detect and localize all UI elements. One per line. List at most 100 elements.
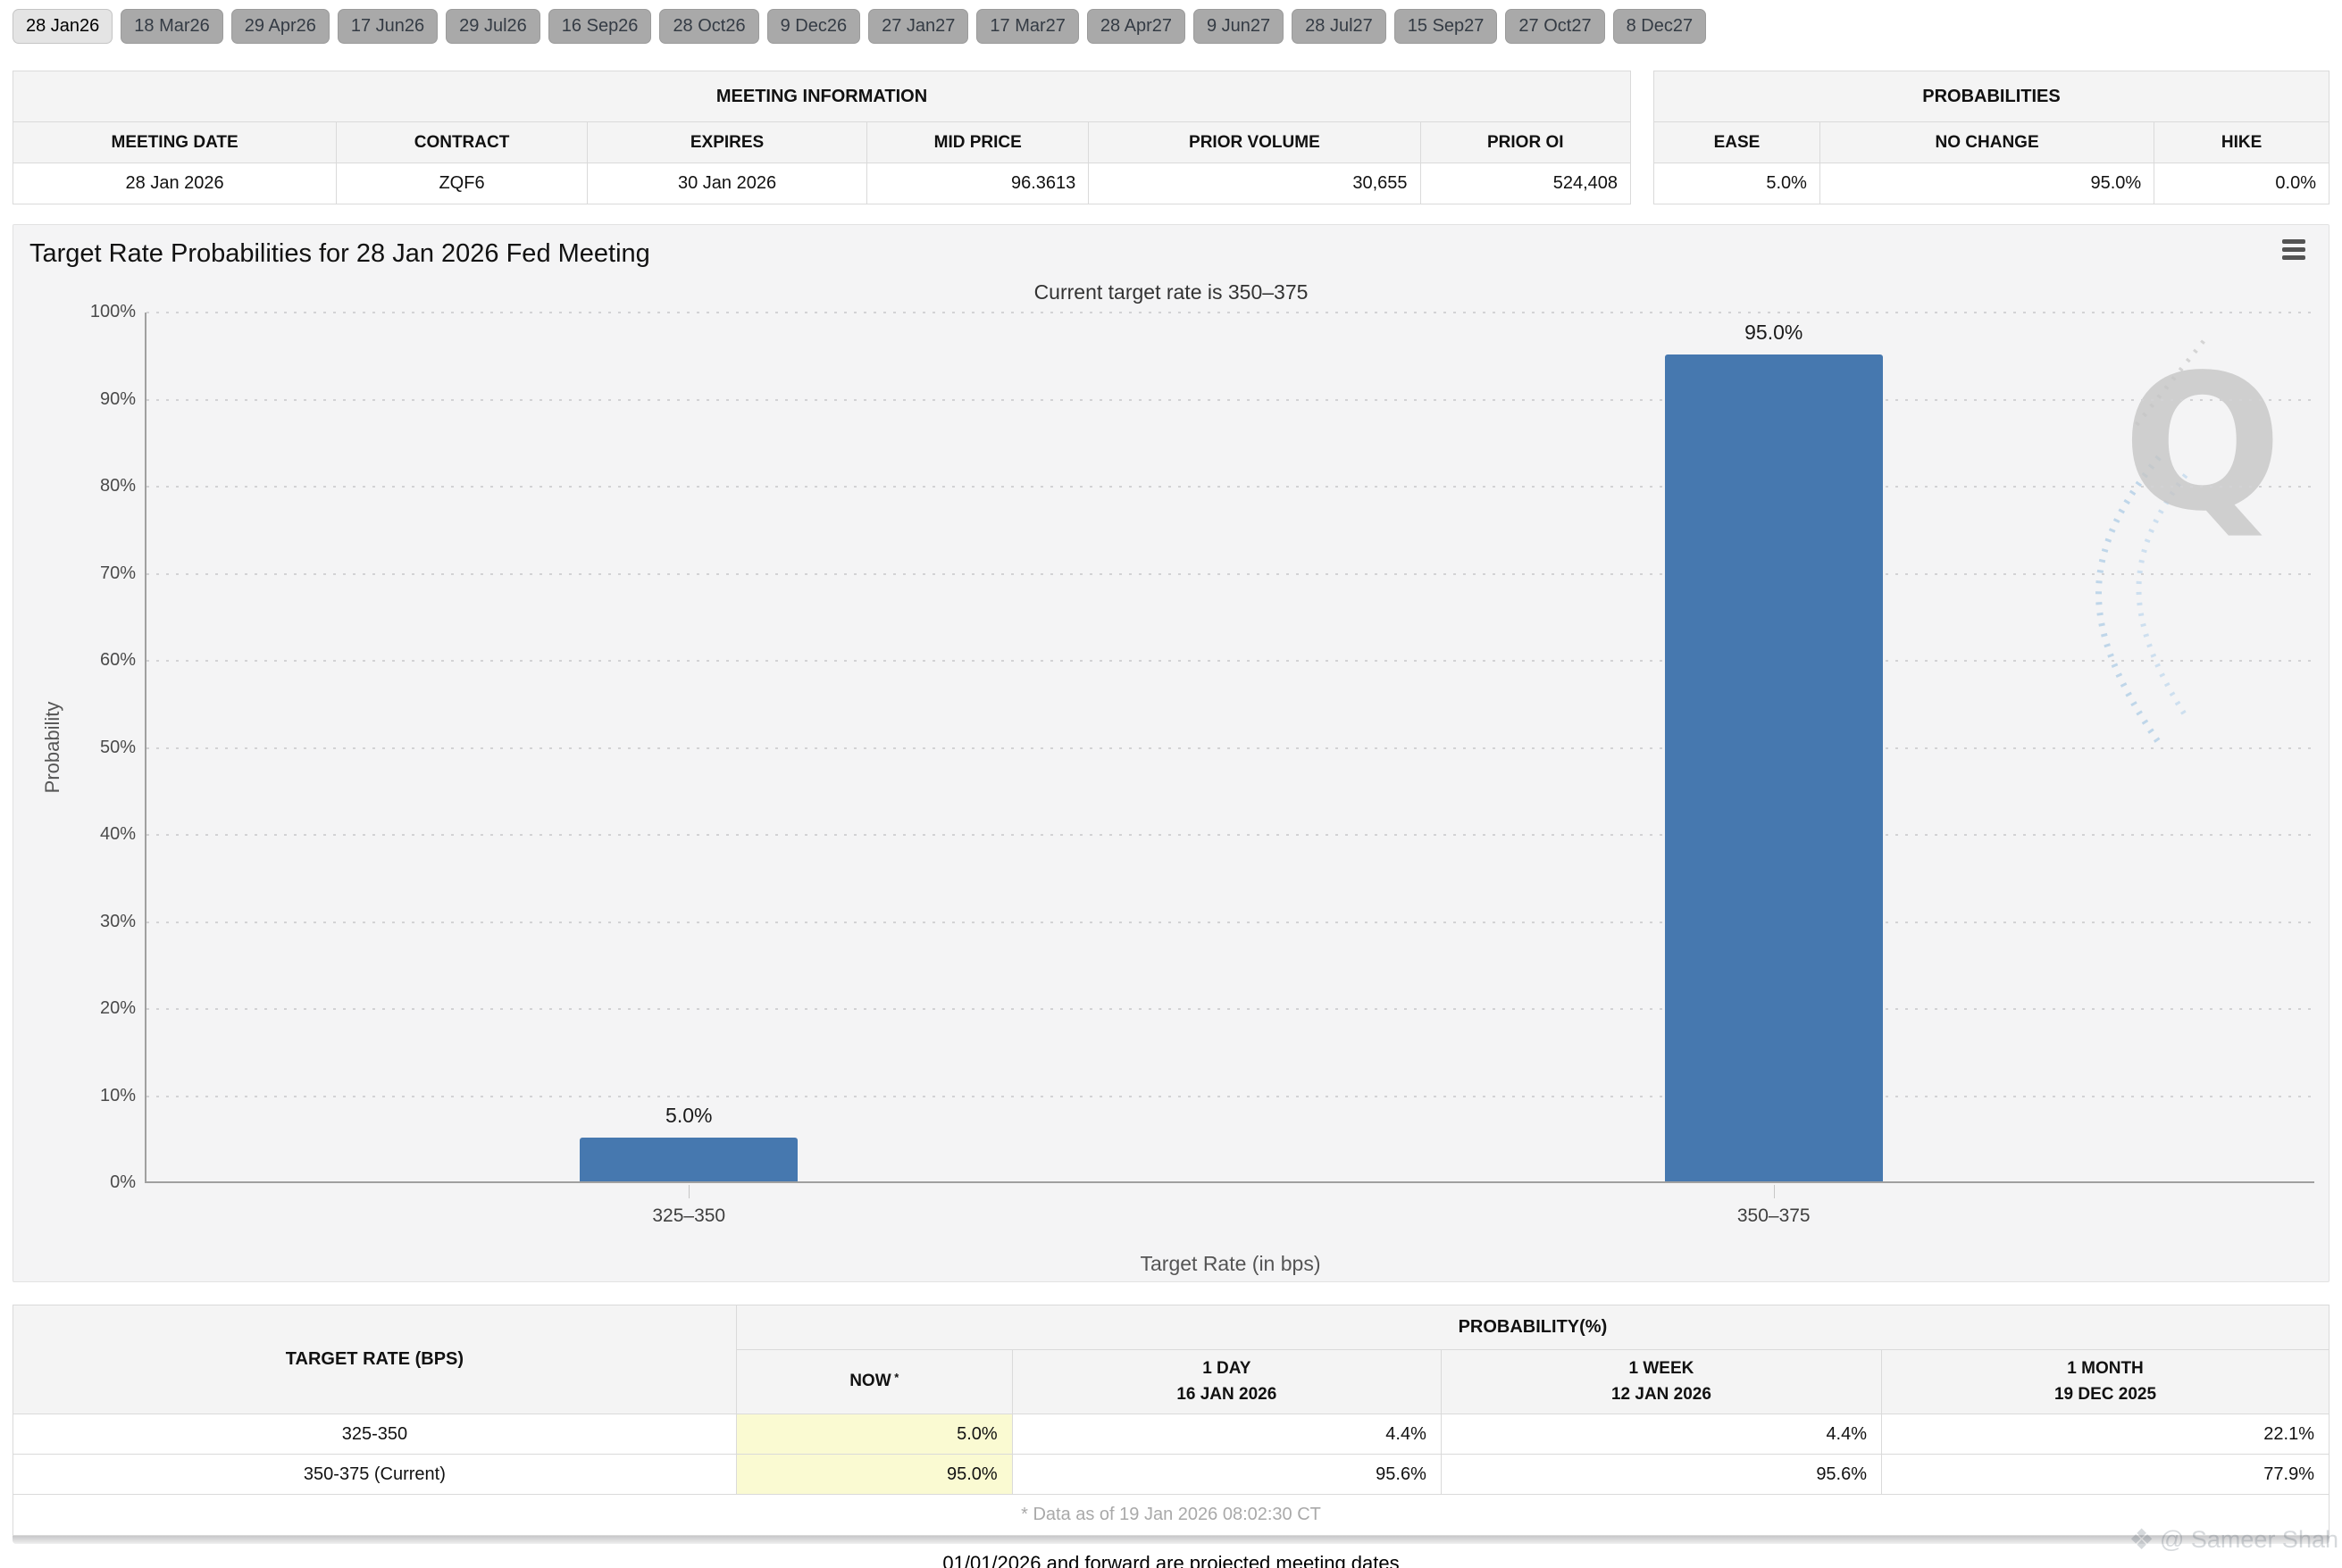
bar-value-label-325-350: 5.0%	[665, 1104, 713, 1128]
tab-17-jun26[interactable]: 17 Jun26	[337, 9, 439, 44]
gridline-30	[146, 921, 2314, 923]
bar-325-350[interactable]	[580, 1138, 799, 1181]
y-tick-label-70: 70%	[99, 563, 136, 583]
diamond-icon: ❖	[2129, 1523, 2154, 1555]
gridline-40	[146, 834, 2314, 836]
cell-325-350-day: 4.4%	[1011, 1414, 1442, 1455]
table-row-350-375-current: 350-375 (Current) 95.0% 95.6% 95.6% 77.9%	[13, 1454, 2329, 1495]
column-header-1-day: 1 DAY 16 JAN 2026	[1011, 1349, 1442, 1414]
bar-value-label-350-375: 95.0%	[1744, 320, 1803, 344]
y-tick-label-40: 40%	[99, 824, 136, 844]
meeting-cols-mid-price: MID PRICE	[866, 121, 1090, 163]
probability-history-table: TARGET RATE (BPS) PROBABILITY(%) NOW * 1 …	[13, 1305, 2330, 1536]
y-tick-label-10: 10%	[99, 1085, 136, 1105]
y-tick-label-0: 0%	[110, 1172, 136, 1192]
chart-subtitle: Current target rate is 350–375	[1033, 280, 1309, 304]
meeting-cols-contract: CONTRACT	[336, 121, 588, 163]
x-tick-325-350	[689, 1185, 690, 1198]
x-tick-350-375	[1773, 1185, 1775, 1198]
gridline-10	[146, 1095, 2314, 1097]
tab-28-apr27[interactable]: 28 Apr27	[1086, 9, 1185, 44]
meeting-vals-96-3613: 96.3613	[866, 163, 1090, 204]
gridline-60	[146, 660, 2314, 662]
cell-350-375-current-rate: 350-375 (Current)	[13, 1454, 737, 1495]
probabilities-title: PROBABILITIES	[1653, 71, 2329, 122]
y-tick-label-30: 30%	[99, 911, 136, 931]
data-as-of-footnote: * Data as of 19 Jan 2026 08:02:30 CT	[13, 1494, 2329, 1536]
cell-350-375-current-now: 95.0%	[735, 1454, 1013, 1495]
x-category-label-325-350: 325–350	[652, 1205, 726, 1226]
cell-350-375-current-month: 77.9%	[1881, 1454, 2329, 1495]
tab-28-jul27[interactable]: 28 Jul27	[1292, 9, 1386, 44]
gridline-100	[146, 312, 2314, 313]
meeting-information-title: MEETING INFORMATION	[13, 71, 1631, 122]
gridline-80	[146, 486, 2314, 488]
y-tick-label-90: 90%	[99, 388, 136, 409]
tab-27-jan27[interactable]: 27 Jan27	[868, 9, 969, 44]
cell-350-375-current-week: 95.6%	[1440, 1454, 1883, 1495]
target-rate-bps-header: TARGET RATE (BPS)	[13, 1305, 737, 1414]
tab-27-oct27[interactable]: 27 Oct27	[1505, 9, 1605, 44]
cell-350-375-current-day: 95.6%	[1011, 1454, 1442, 1495]
tab-17-mar27[interactable]: 17 Mar27	[976, 9, 1079, 44]
meeting-cols-expires: EXPIRES	[586, 121, 868, 163]
cell-325-350-now: 5.0%	[735, 1414, 1013, 1455]
tab-29-apr26[interactable]: 29 Apr26	[230, 9, 330, 44]
meeting-vals-28-jan-2026: 28 Jan 2026	[12, 163, 338, 204]
probabilities-table: PROBABILITIES EASE NO CHANGE HIKE 5.0% 95.0…	[1653, 71, 2329, 204]
column-header-1-week: 1 WEEK 12 JAN 2026	[1440, 1349, 1883, 1414]
watermark-swoosh	[2095, 339, 2205, 745]
tab-18-mar26[interactable]: 18 Mar26	[121, 9, 223, 44]
meeting-vals-30-655: 30,655	[1088, 163, 1421, 204]
tab-8-dec27[interactable]: 8 Dec27	[1612, 9, 1707, 44]
column-header-1-month: 1 MONTH 19 DEC 2025	[1881, 1349, 2329, 1414]
target-rate-chart: Target Rate Probabilities for 28 Jan 202…	[13, 224, 2329, 1282]
projected-dates-note: 01/01/2026 and forward are projected mee…	[942, 1552, 1400, 1568]
cell-325-350-month: 22.1%	[1881, 1414, 2329, 1455]
gridline-50	[146, 746, 2314, 749]
y-tick-label-80: 80%	[99, 476, 136, 496]
gridline-20	[146, 1008, 2314, 1010]
cell-325-350-rate: 325-350	[13, 1414, 737, 1455]
chart-plot-area: Probability Target Rate (in bps) 0% 10% 20…	[41, 302, 2314, 1275]
meeting-information-table: MEETING INFORMATION MEETING DATE CONTRACT…	[12, 71, 1632, 204]
q-watermark: Q	[2122, 334, 2282, 553]
cell-325-350-week: 4.4%	[1440, 1414, 1883, 1455]
y-tick-label-20: 20%	[99, 998, 136, 1018]
bar-350-375[interactable]	[1664, 354, 1883, 1181]
prob-cols-no-change: NO CHANGE	[1819, 121, 2155, 163]
tab-28-oct26[interactable]: 28 Oct26	[659, 9, 759, 44]
tab-28-jan26[interactable]: 28 Jan26	[13, 9, 113, 44]
meeting-date-tabs: 28 Jan26 18 Mar26 29 Apr26 17 Jun26 29 Jul26…	[0, 0, 2342, 44]
y-tick-label-60: 60%	[99, 650, 136, 670]
prob-cols-hike: HIKE	[2154, 121, 2329, 163]
probability-pct-header: PROBABILITY(%)	[735, 1305, 2330, 1350]
y-tick-label-50: 50%	[99, 737, 136, 757]
y-tick-label-100: 100%	[89, 302, 136, 321]
tab-9-jun27[interactable]: 9 Jun27	[1192, 9, 1284, 44]
container-bottom-shadow	[13, 1536, 2329, 1544]
prob-vals-0-0: 0.0%	[2154, 163, 2329, 204]
column-header-now: NOW *	[735, 1349, 1013, 1414]
tab-9-dec26[interactable]: 9 Dec26	[766, 9, 861, 44]
tab-16-sep26[interactable]: 16 Sep26	[548, 9, 652, 44]
credit-text: @ Sameer Shah	[2159, 1525, 2338, 1553]
gridline-90	[146, 398, 2314, 401]
prob-vals-95-0: 95.0%	[1819, 163, 2155, 204]
meeting-vals-zqf6: ZQF6	[336, 163, 588, 204]
prob-vals-5-0: 5.0%	[1653, 163, 1820, 204]
table-row-325-350: 325-350 5.0% 4.4% 4.4% 22.1%	[13, 1414, 2329, 1455]
meeting-cols-prior-volume: PRIOR VOLUME	[1088, 121, 1421, 163]
x-category-label-350-375: 350–375	[1736, 1205, 1811, 1226]
meeting-vals-524-408: 524,408	[1419, 163, 1632, 204]
tab-29-jul26[interactable]: 29 Jul26	[446, 9, 540, 44]
meeting-vals-30-jan-2026: 30 Jan 2026	[586, 163, 868, 204]
prob-cols-ease: EASE	[1653, 121, 1820, 163]
chart-title: Target Rate Probabilities for 28 Jan 202…	[29, 239, 650, 268]
top-tables: MEETING INFORMATION MEETING DATE CONTRACT…	[12, 71, 2329, 204]
meeting-cols-meeting-date: MEETING DATE	[12, 121, 338, 163]
tab-15-sep27[interactable]: 15 Sep27	[1393, 9, 1498, 44]
hamburger-menu-icon[interactable]	[2282, 239, 2305, 263]
meeting-cols-prior-oi: PRIOR OI	[1419, 121, 1632, 163]
